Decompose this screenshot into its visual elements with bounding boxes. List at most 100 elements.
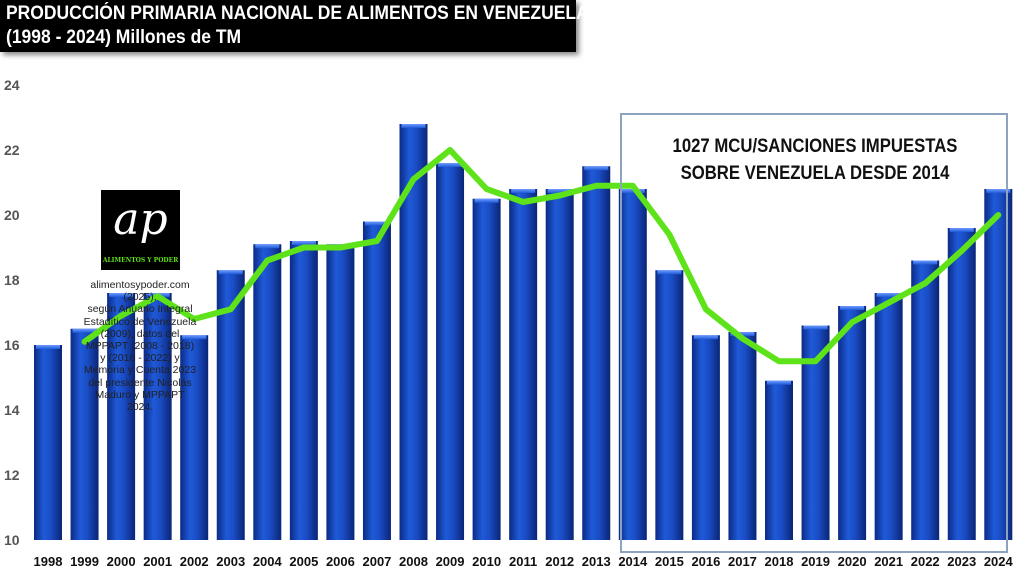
x-tick-label: 2019	[801, 554, 830, 569]
bar-2001	[143, 293, 172, 540]
y-tick-label: 16	[4, 337, 20, 353]
bar-bevel	[876, 293, 901, 297]
bar-bevel	[72, 328, 97, 333]
x-tick-label: 2015	[655, 554, 684, 569]
bar-2020	[838, 306, 867, 540]
x-tick-label: 2013	[582, 554, 611, 569]
bar-bevel	[438, 163, 463, 167]
title-line-1: PRODUCCIÓN PRIMARIA NACIONAL DE ALIMENTO…	[6, 3, 589, 24]
bar-bevel	[255, 244, 280, 249]
source-line: Memoria y Cuenta 2023	[83, 364, 197, 377]
bar-2013	[582, 166, 611, 540]
bar-bevel	[218, 270, 243, 275]
x-tick-label: 2001	[143, 554, 172, 569]
bar-2004	[253, 244, 282, 540]
x-tick-label: 2004	[253, 554, 283, 569]
x-tick-label: 2012	[545, 554, 574, 569]
x-tick-label: 2006	[326, 554, 355, 569]
alimentos-y-poder-logo: ap ALIMENTOS Y PODER	[101, 190, 180, 270]
bar-2012	[545, 189, 574, 540]
source-line: MPPAPT (2008 - 2018)	[85, 340, 195, 353]
bar-bevel	[657, 270, 682, 275]
y-tick-label: 18	[4, 272, 20, 288]
bar-bevel	[364, 221, 389, 226]
source-line: (2025),	[123, 291, 157, 304]
bar-bevel	[547, 189, 572, 193]
bar-2005	[289, 241, 318, 540]
y-tick-label: 12	[4, 467, 20, 483]
bar-bevel	[401, 124, 426, 128]
x-tick-label: 2003	[216, 554, 245, 569]
x-tick-label: 2000	[107, 554, 136, 569]
bar-1998	[34, 345, 62, 540]
annotation-line-2: SOBRE VENEZUELA DESDE 2014	[680, 163, 950, 184]
source-line: Maduro y MPPAPT	[95, 388, 185, 401]
bar-2021	[874, 293, 903, 540]
bar-2015	[655, 270, 684, 540]
x-tick-label: 2023	[947, 554, 976, 569]
y-tick-label: 20	[4, 207, 20, 223]
bar-1999	[70, 328, 99, 540]
bar-2009	[436, 163, 465, 540]
x-tick-label: 2010	[472, 554, 501, 569]
bar-bevel	[36, 345, 60, 349]
bar-bevel	[511, 189, 536, 193]
source-line: según Anuario Integral	[87, 303, 193, 316]
trend-line	[81, 147, 1002, 365]
source-note: alimentosypoder.com (2025), según Anuario …	[80, 279, 200, 413]
bar-bevel	[913, 260, 938, 265]
bar-2022	[911, 260, 940, 540]
bar-2006	[326, 244, 355, 540]
x-tick-label: 2021	[874, 554, 903, 569]
source-line: 2024.	[126, 401, 154, 414]
x-tick-label: 2016	[691, 554, 720, 569]
bar-2010	[472, 198, 501, 540]
source-line: y (2016 - 2022) y	[100, 352, 180, 365]
bar-2011	[509, 189, 538, 540]
x-tick-label: 1999	[70, 554, 99, 569]
logo-mark: ap	[113, 194, 168, 245]
sanctions-annotation: 1027 MCU/SANCIONES IMPUESTAS SOBRE VENEZ…	[620, 133, 1010, 187]
bar-2003	[216, 270, 245, 540]
bar-bevel	[803, 325, 828, 330]
bar-2023	[947, 228, 976, 540]
source-line: Estadítico de Venezuela	[83, 315, 197, 328]
x-tick-label: 2022	[911, 554, 940, 569]
bar-bevel	[620, 189, 645, 193]
x-tick-label: 2011	[509, 554, 537, 569]
y-tick-label: 24	[4, 77, 20, 93]
bar-bevel	[949, 228, 974, 232]
chart-title: PRODUCCIÓN PRIMARIA NACIONAL DE ALIMENTO…	[0, 0, 589, 52]
y-tick-label: 10	[4, 532, 20, 548]
bar-2007	[362, 221, 391, 540]
x-tick-label: 2007	[362, 554, 391, 569]
logo-name: ALIMENTOS Y PODER	[102, 257, 179, 264]
bar-2016	[691, 335, 720, 540]
x-tick-label: 2008	[399, 554, 428, 569]
bar-2017	[728, 332, 757, 540]
bar-2014	[618, 189, 647, 540]
x-tick-label: 2020	[838, 554, 867, 569]
x-tick-label: 2002	[180, 554, 209, 569]
bar-2002	[180, 335, 209, 540]
x-tick-label: 2017	[728, 554, 757, 569]
y-tick-label: 22	[4, 142, 20, 158]
x-tick-label: 1998	[34, 554, 63, 569]
annotation-line-1: 1027 MCU/SANCIONES IMPUESTAS	[672, 136, 958, 157]
bar-bevel	[840, 306, 865, 310]
x-tick-label: 2024	[984, 554, 1014, 569]
source-line: alimentosypoder.com	[90, 279, 190, 291]
x-tick-label: 2005	[289, 554, 318, 569]
bar-bevel	[291, 241, 316, 245]
title-line-2: (1998 - 2024) Millones de TM	[6, 27, 242, 48]
bar-bevel	[182, 335, 207, 340]
source-line: del presidente Nicolás	[88, 376, 192, 389]
x-tick-label: 2018	[765, 554, 794, 569]
x-tick-label: 2014	[618, 554, 648, 569]
x-tick-label: 2009	[436, 554, 465, 569]
source-line: (2009), datos del	[100, 327, 180, 340]
bar-bevel	[767, 380, 791, 385]
sanctions-period-box	[620, 113, 1008, 553]
bar-2008	[399, 124, 428, 540]
